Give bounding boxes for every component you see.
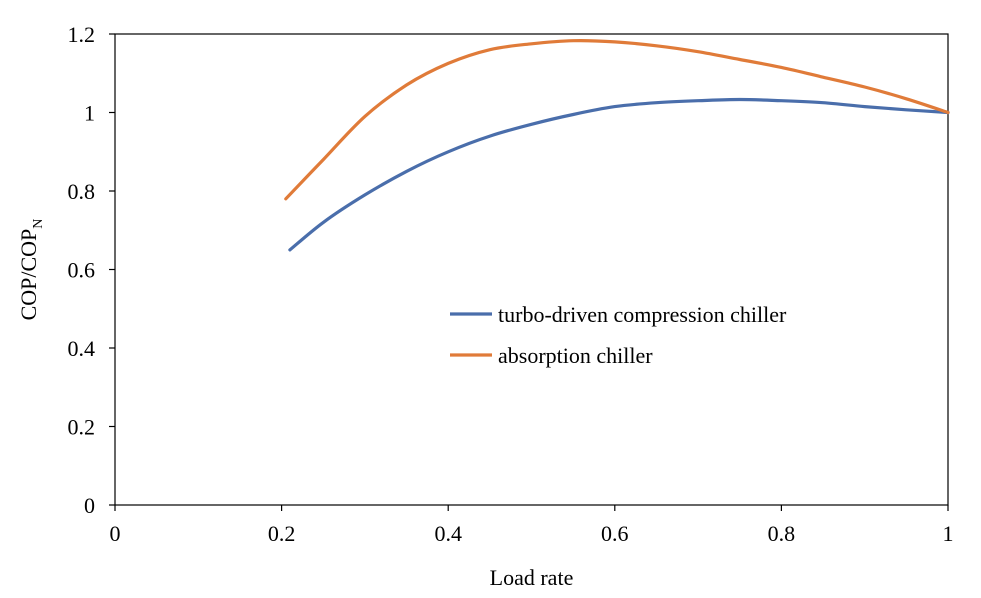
series-lines: [284, 38, 950, 252]
x-tick-label: 0.6: [601, 521, 629, 546]
x-tick-label: 0.8: [768, 521, 796, 546]
y-tick-label: 1.2: [68, 22, 96, 47]
legend: turbo-driven compression chiller absorpti…: [450, 302, 787, 368]
series-line-1: [284, 38, 950, 201]
x-axis-title: Load rate: [490, 565, 574, 590]
legend-label: turbo-driven compression chiller: [498, 302, 787, 327]
legend-label: absorption chiller: [498, 343, 653, 368]
y-axis-ticks: 0 0.2 0.4 0.6 0.8 1 1.2: [68, 22, 115, 518]
x-tick-label: 0.2: [268, 521, 296, 546]
y-tick-label: 0.2: [68, 415, 96, 440]
y-axis-title: COP/COPN: [16, 219, 46, 321]
series-line-0: [288, 97, 950, 252]
y-tick-label: 0: [84, 493, 95, 518]
y-axis-title-main: COP/COP: [16, 229, 41, 321]
y-tick-label: 0.8: [68, 179, 96, 204]
y-tick-label: 1: [84, 101, 95, 126]
x-axis-ticks: 0 0.2 0.4 0.6 0.8 1: [110, 505, 954, 546]
x-tick-label: 0: [110, 521, 121, 546]
x-tick-label: 0.4: [434, 521, 462, 546]
x-tick-label: 1: [943, 521, 954, 546]
y-tick-label: 0.6: [68, 258, 96, 283]
plot-frame: [114, 33, 949, 506]
y-tick-label: 0.4: [68, 336, 96, 361]
y-axis-title-subscript: N: [31, 219, 46, 229]
